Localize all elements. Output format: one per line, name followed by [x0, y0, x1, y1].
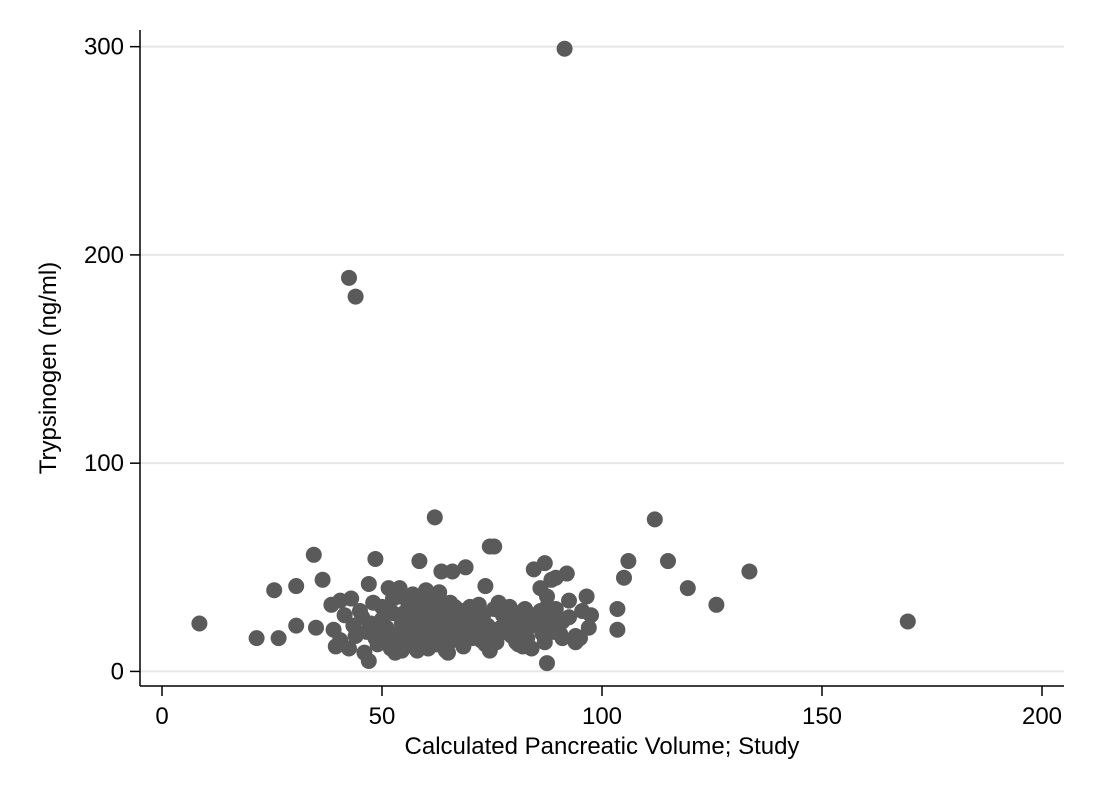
- data-point: [525, 561, 542, 578]
- data-point: [191, 615, 208, 632]
- data-point: [532, 619, 549, 636]
- x-tick-label: 150: [802, 703, 842, 730]
- data-point: [517, 600, 533, 617]
- data-point: [620, 553, 637, 570]
- data-point: [451, 623, 467, 640]
- data-point: [479, 625, 496, 642]
- data-point: [323, 596, 340, 613]
- data-point: [616, 569, 632, 586]
- data-point: [288, 617, 305, 634]
- data-point: [580, 619, 597, 636]
- y-tick-label: 300: [84, 34, 124, 61]
- data-point: [385, 605, 401, 622]
- data-point: [382, 640, 399, 657]
- data-point: [464, 630, 481, 647]
- data-point: [457, 559, 474, 576]
- data-point: [539, 655, 555, 672]
- data-point: [365, 594, 382, 611]
- data-point: [578, 588, 595, 605]
- data-point: [248, 630, 265, 647]
- data-point: [426, 509, 443, 526]
- data-point: [336, 607, 353, 624]
- data-point: [708, 596, 725, 613]
- data-point: [345, 617, 362, 634]
- x-tick-label: 200: [1022, 703, 1062, 730]
- data-point: [609, 621, 626, 638]
- data-point: [646, 511, 663, 528]
- data-point: [556, 40, 573, 57]
- data-point: [536, 634, 553, 651]
- data-point: [567, 628, 584, 645]
- data-point: [543, 571, 560, 588]
- data-point: [444, 563, 461, 580]
- data-point: [561, 592, 577, 609]
- data-point: [583, 607, 599, 624]
- x-tick-label: 100: [582, 703, 622, 730]
- x-axis-title: Calculated Pancreatic Volume; Study: [405, 733, 800, 760]
- data-point: [314, 571, 331, 588]
- y-tick-label: 100: [84, 450, 124, 477]
- data-point: [433, 563, 450, 580]
- data-point: [411, 553, 428, 570]
- data-point: [327, 638, 344, 655]
- data-point: [288, 578, 305, 595]
- data-point: [468, 603, 485, 620]
- data-point: [442, 611, 459, 628]
- data-points: [191, 40, 916, 672]
- data-point: [367, 550, 384, 567]
- data-point: [435, 638, 452, 655]
- data-point: [400, 598, 417, 615]
- data-point: [341, 640, 357, 657]
- gridlines: [140, 45, 1064, 673]
- data-point: [547, 600, 564, 617]
- data-point: [270, 630, 287, 647]
- data-point: [396, 632, 412, 649]
- data-point: [477, 578, 494, 595]
- data-point: [347, 288, 364, 305]
- data-point: [409, 613, 426, 630]
- data-point: [679, 580, 696, 597]
- data-point: [391, 588, 408, 605]
- data-point: [501, 598, 518, 615]
- data-point: [422, 634, 439, 651]
- y-tick-label: 0: [111, 658, 124, 685]
- data-point: [266, 582, 283, 599]
- y-tick-label: 200: [84, 242, 124, 269]
- data-point: [455, 603, 472, 620]
- ticks: 0 50 100 150 200 0 100 200 300: [84, 34, 1062, 730]
- data-point: [514, 638, 531, 655]
- data-point: [341, 269, 357, 286]
- y-axis-title: Trypsinogen (ng/ml): [35, 262, 62, 475]
- data-point: [554, 613, 571, 630]
- data-point: [486, 538, 503, 555]
- data-point: [609, 600, 626, 617]
- x-tick-label: 0: [155, 703, 168, 730]
- data-point: [305, 546, 322, 563]
- data-point: [367, 630, 384, 647]
- data-point: [660, 553, 676, 570]
- data-point: [899, 613, 916, 630]
- data-point: [308, 619, 324, 636]
- data-point: [360, 575, 377, 592]
- data-point: [424, 588, 441, 605]
- data-point: [499, 621, 516, 638]
- data-point: [411, 598, 428, 615]
- data-point: [741, 563, 758, 580]
- x-tick-label: 50: [369, 703, 396, 730]
- data-point: [404, 586, 421, 603]
- data-point: [552, 625, 569, 642]
- data-point: [360, 653, 377, 670]
